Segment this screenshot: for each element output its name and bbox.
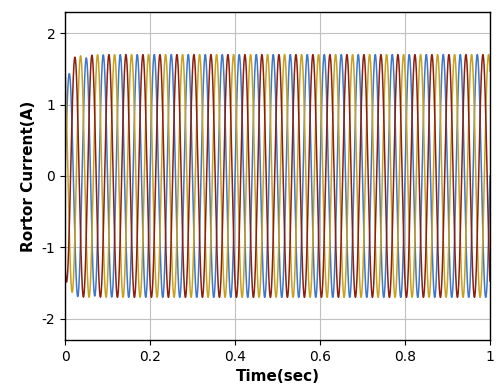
- Y-axis label: Rortor Current(A): Rortor Current(A): [21, 100, 36, 251]
- X-axis label: Time(sec): Time(sec): [236, 369, 320, 384]
